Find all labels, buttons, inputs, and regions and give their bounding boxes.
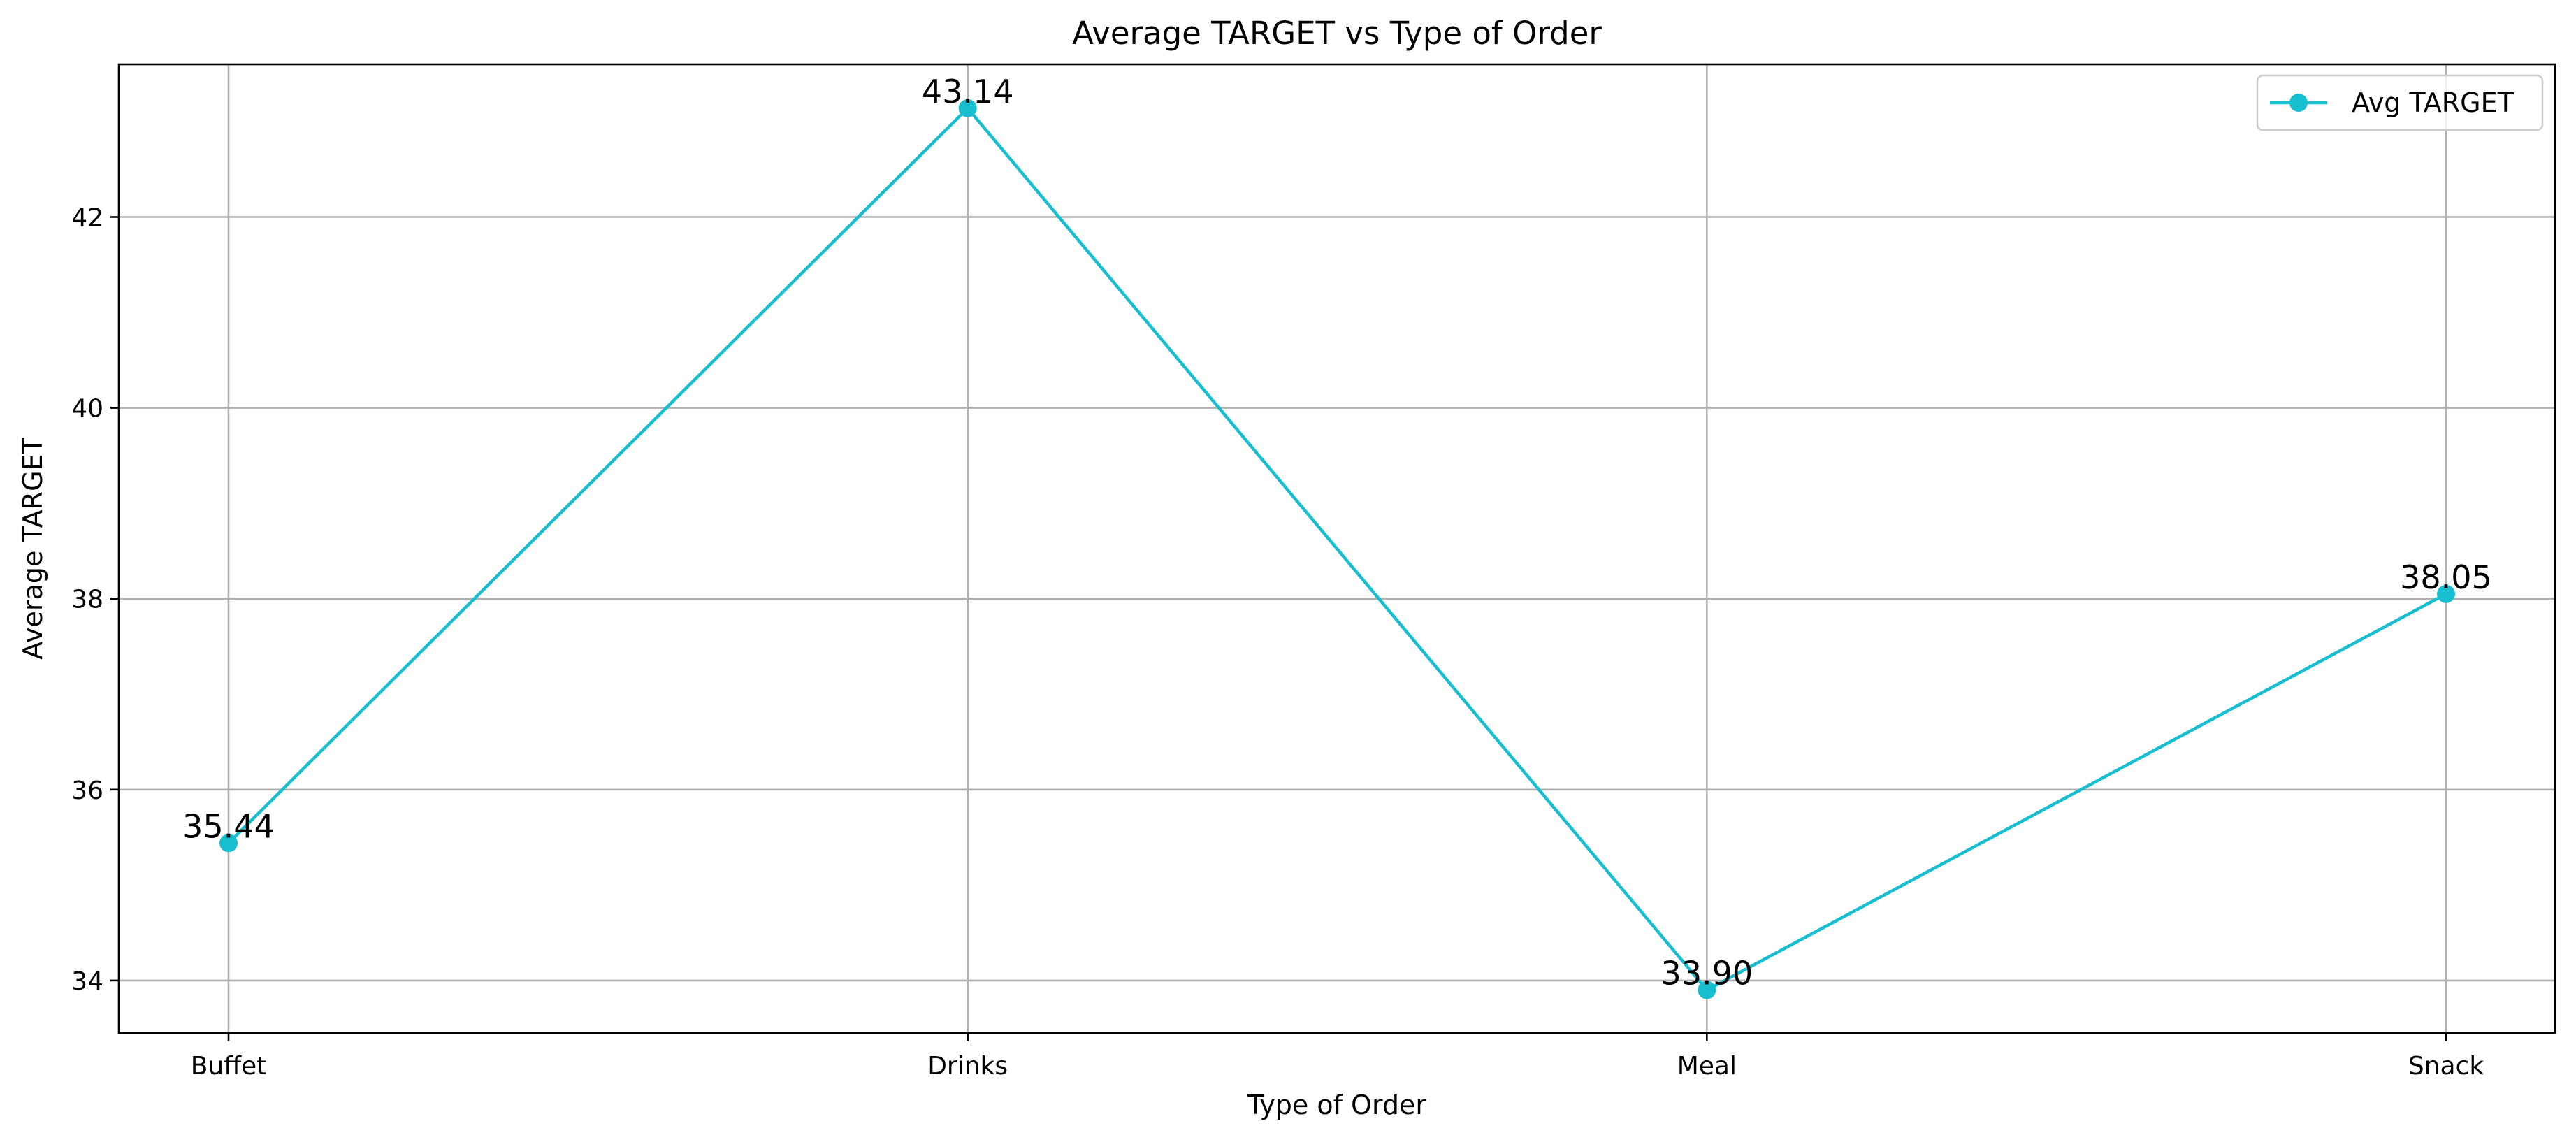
y-tick-label: 42 <box>71 203 103 232</box>
legend-marker-swatch <box>2289 94 2308 112</box>
x-tick-label: Drinks <box>927 1052 1008 1080</box>
x-tick-label: Meal <box>1677 1052 1737 1080</box>
data-label: 38.05 <box>2400 558 2492 596</box>
axis-ticks: Buffet Drinks Meal Snack 34 36 38 40 42 <box>71 203 2484 1080</box>
legend-label: Avg TARGET <box>2352 87 2515 118</box>
legend-box <box>2256 74 2544 131</box>
legend: Avg TARGET <box>2256 74 2544 131</box>
data-point <box>1698 981 1716 999</box>
plot-area-border <box>117 63 2556 1034</box>
data-label: 43.14 <box>922 73 1014 110</box>
data-point <box>958 99 977 117</box>
y-axis-label: Average TARGET <box>17 437 48 659</box>
series-line <box>227 106 2447 992</box>
data-label: 33.90 <box>1660 955 1753 992</box>
data-label: 35.44 <box>182 807 275 845</box>
x-tick-label: Snack <box>2408 1052 2484 1080</box>
grid-lines <box>119 64 2555 1033</box>
data-point <box>2437 584 2455 603</box>
y-tick-label: 38 <box>71 586 103 614</box>
y-tick-label: 40 <box>71 395 103 424</box>
data-labels: 35.44 43.14 33.90 38.05 <box>182 73 2492 992</box>
y-tick-label: 34 <box>71 967 103 996</box>
series-layer <box>219 99 2455 999</box>
y-tick-label: 36 <box>71 776 103 805</box>
x-axis-label: Type of Order <box>1247 1090 1426 1120</box>
data-point <box>219 834 238 853</box>
chart-title: Average TARGET vs Type of Order <box>1072 15 1602 52</box>
x-tick-label: Buffet <box>191 1052 267 1080</box>
